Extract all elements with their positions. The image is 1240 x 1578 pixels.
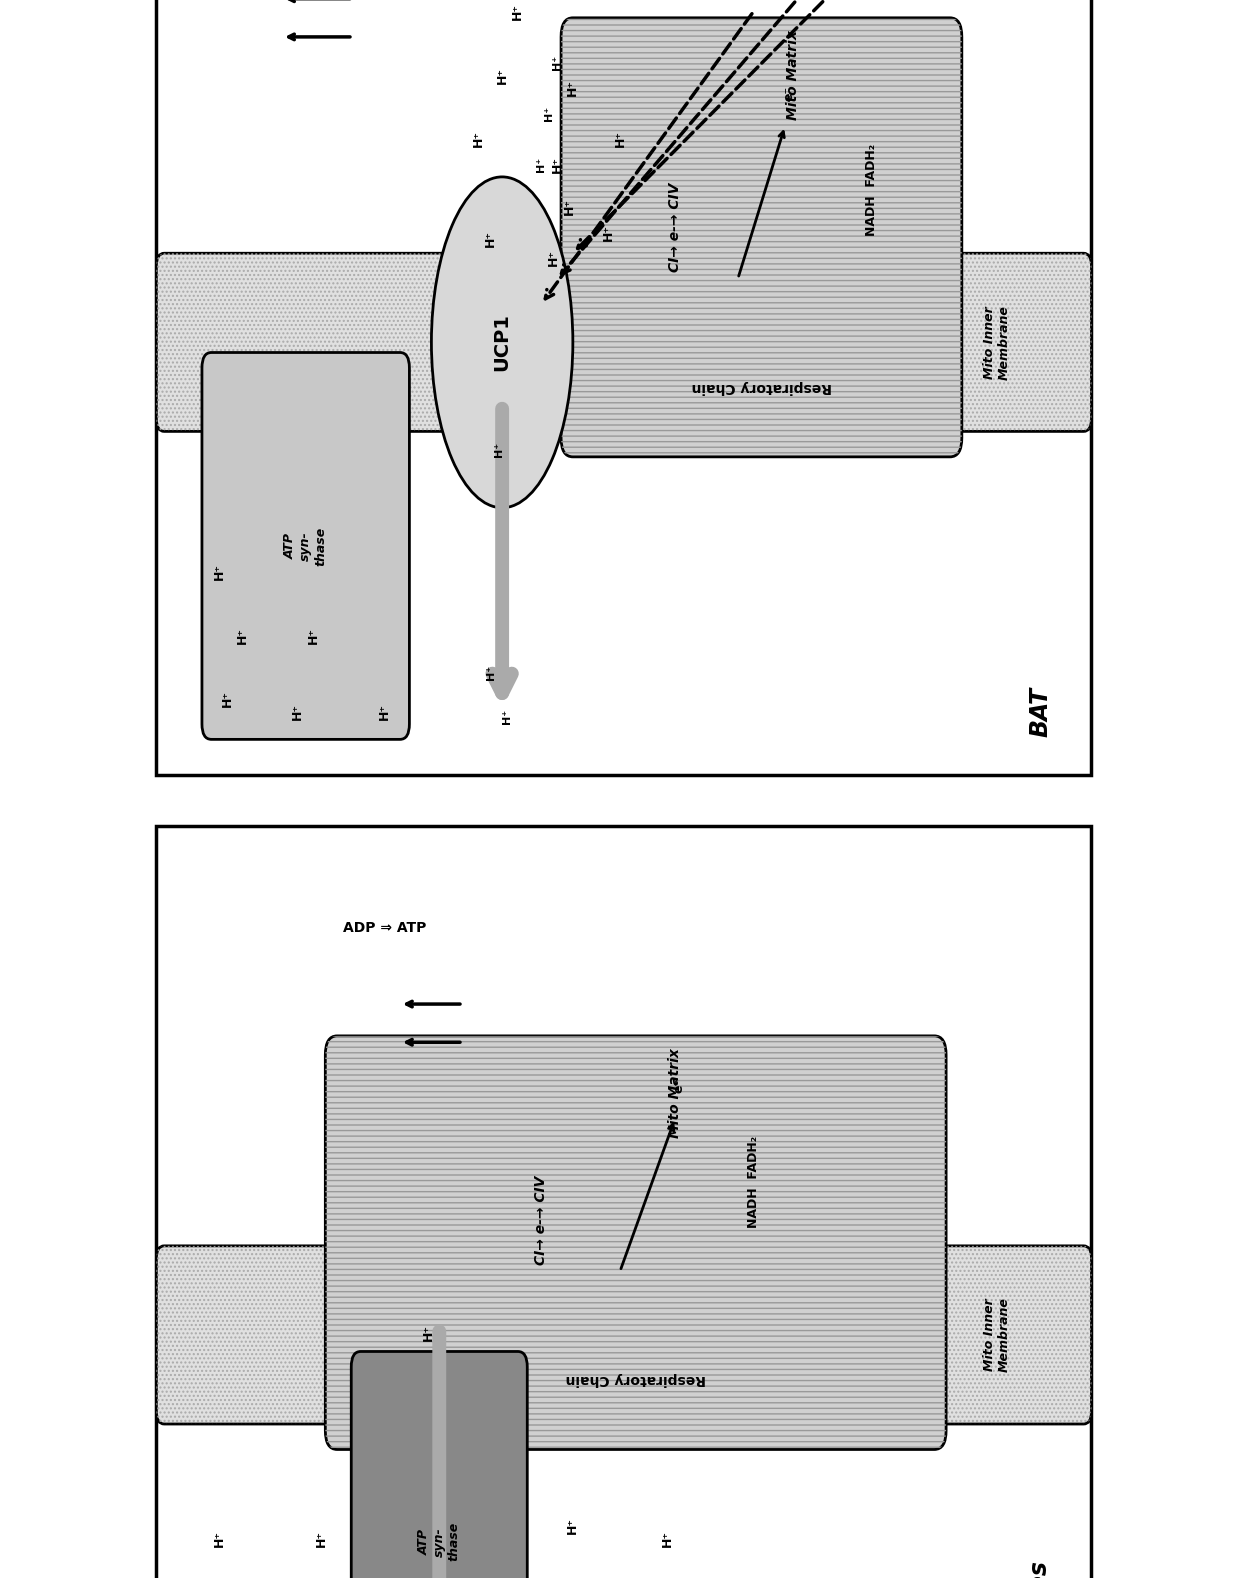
Text: e⁻: e⁻ (782, 85, 796, 101)
Text: H⁺: H⁺ (315, 1531, 327, 1546)
Text: UCP1: UCP1 (492, 314, 512, 371)
Text: ATP
syn-
thase: ATP syn- thase (418, 1523, 461, 1561)
Text: H⁺: H⁺ (547, 249, 560, 267)
Text: H⁺: H⁺ (614, 131, 626, 147)
Text: e⁻: e⁻ (673, 1078, 686, 1094)
Text: H⁺: H⁺ (486, 664, 496, 680)
Text: H⁺: H⁺ (544, 106, 554, 122)
Text: Mito Inner
Membrane: Mito Inner Membrane (983, 305, 1011, 380)
FancyBboxPatch shape (156, 825, 1091, 1578)
Text: NADH  FADH₂: NADH FADH₂ (866, 144, 878, 235)
Text: H⁺: H⁺ (221, 690, 233, 707)
Text: H⁺: H⁺ (213, 563, 226, 579)
Text: ADP ⇒ ATP: ADP ⇒ ATP (342, 920, 427, 934)
Text: H⁺: H⁺ (502, 709, 512, 724)
Text: H⁺: H⁺ (308, 626, 320, 644)
Text: H⁺: H⁺ (537, 156, 547, 172)
Text: H⁺: H⁺ (567, 1518, 579, 1534)
Text: H⁺: H⁺ (237, 626, 249, 644)
Text: H⁺: H⁺ (485, 230, 497, 246)
Text: H⁺: H⁺ (551, 156, 564, 172)
Text: H⁺: H⁺ (494, 442, 505, 458)
FancyBboxPatch shape (156, 252, 1091, 431)
Text: H⁺: H⁺ (603, 224, 615, 240)
Text: Mito Inner
Membrane: Mito Inner Membrane (983, 1297, 1011, 1373)
Text: BAT: BAT (1028, 686, 1053, 737)
Text: CI→ e-→ CIV: CI→ e-→ CIV (534, 1176, 548, 1266)
Text: H⁺: H⁺ (213, 1531, 226, 1546)
Text: H⁺: H⁺ (552, 55, 562, 69)
Text: H⁺: H⁺ (291, 702, 304, 720)
Text: H⁺: H⁺ (661, 1531, 673, 1546)
FancyBboxPatch shape (156, 0, 1091, 775)
Text: H⁺: H⁺ (472, 131, 485, 147)
Text: H⁺: H⁺ (567, 79, 579, 96)
Ellipse shape (432, 177, 573, 508)
Text: Mito Matrix: Mito Matrix (668, 1048, 682, 1138)
FancyBboxPatch shape (202, 352, 409, 740)
Text: H⁺: H⁺ (563, 199, 575, 215)
Text: H⁺: H⁺ (496, 66, 508, 84)
Text: Most tissues: Most tissues (1028, 1562, 1053, 1578)
Text: Respiratory Chain: Respiratory Chain (565, 1373, 706, 1387)
Text: ATP
syn-
thase: ATP syn- thase (284, 527, 327, 565)
Text: Respiratory Chain: Respiratory Chain (691, 380, 832, 394)
Text: CI→ e-→ CIV: CI→ e-→ CIV (668, 183, 682, 273)
FancyBboxPatch shape (156, 1247, 1091, 1423)
Text: Mito Matrix: Mito Matrix (786, 30, 800, 120)
Text: NADH  FADH₂: NADH FADH₂ (746, 1136, 760, 1228)
Text: H⁺: H⁺ (511, 3, 525, 21)
FancyBboxPatch shape (325, 1035, 946, 1450)
FancyBboxPatch shape (351, 1351, 527, 1578)
Text: H⁺: H⁺ (422, 1324, 434, 1341)
FancyBboxPatch shape (560, 17, 962, 458)
Text: H⁺: H⁺ (378, 702, 391, 720)
